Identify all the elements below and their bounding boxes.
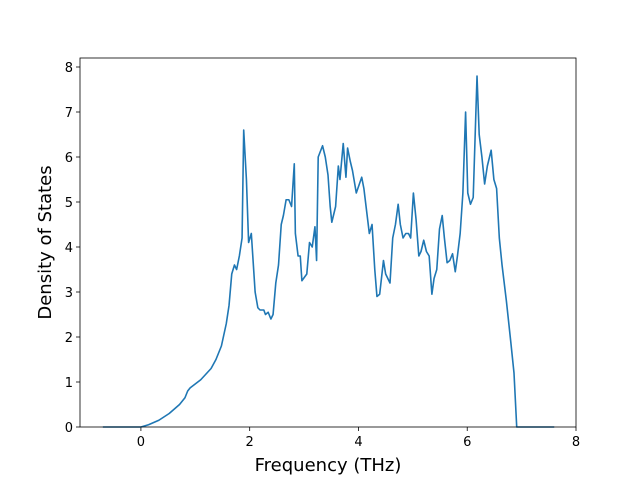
x-tick-label: 6 [463,435,471,450]
y-tick-label: 4 [65,241,73,256]
line-series [102,75,555,428]
x-tick-label: 4 [354,435,362,450]
y-tick-label: 6 [65,151,73,166]
y-tick-label: 0 [65,421,73,436]
y-tick-label: 1 [65,376,73,391]
x-tick-label: 8 [572,435,580,450]
plot-frame [79,57,577,428]
y-tick-label: 5 [65,196,73,211]
y-tick-label: 7 [65,106,73,121]
x-axis-label: Frequency (THz) [255,455,402,476]
y-axis-label: Density of States [35,165,56,319]
y-tick-label: 3 [65,286,73,301]
y-tick-label: 8 [65,61,73,76]
y-tick-label: 2 [65,331,73,346]
x-tick-label: 2 [246,435,254,450]
x-tick-label: 0 [137,435,145,450]
